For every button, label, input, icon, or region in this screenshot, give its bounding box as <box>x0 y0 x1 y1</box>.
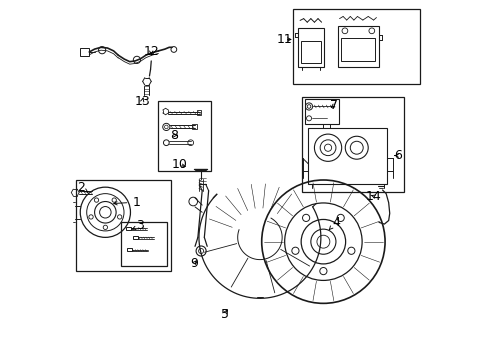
Bar <box>304 99 338 124</box>
Circle shape <box>103 225 107 229</box>
Bar <box>341 38 375 61</box>
Text: 1: 1 <box>114 196 140 209</box>
Text: 3: 3 <box>132 219 144 233</box>
Circle shape <box>347 247 354 255</box>
Bar <box>76 180 171 271</box>
Text: 4: 4 <box>328 216 339 230</box>
Text: 12: 12 <box>143 45 159 58</box>
Circle shape <box>336 214 344 221</box>
Text: 5: 5 <box>220 308 228 321</box>
Circle shape <box>112 198 116 202</box>
Circle shape <box>94 198 99 202</box>
Text: 8: 8 <box>170 129 178 142</box>
Bar <box>337 26 378 67</box>
Text: 2: 2 <box>77 181 88 194</box>
Text: 10: 10 <box>171 158 187 171</box>
Text: 6: 6 <box>393 149 401 162</box>
Bar <box>126 226 131 230</box>
Circle shape <box>117 215 122 219</box>
Bar <box>308 128 386 184</box>
Bar <box>301 41 321 63</box>
Text: 7: 7 <box>329 99 338 112</box>
Bar <box>192 125 197 130</box>
Circle shape <box>291 247 298 255</box>
Bar <box>158 101 210 171</box>
Text: 11: 11 <box>276 33 292 46</box>
Text: 14: 14 <box>365 190 381 203</box>
Bar <box>196 111 201 115</box>
Text: 13: 13 <box>134 95 150 108</box>
Bar <box>80 48 89 55</box>
Bar <box>121 222 166 266</box>
Bar <box>301 97 403 192</box>
Circle shape <box>302 214 309 221</box>
Text: 9: 9 <box>190 257 198 270</box>
Circle shape <box>319 267 326 275</box>
Bar <box>132 235 137 239</box>
Circle shape <box>89 215 93 219</box>
Bar <box>298 28 324 67</box>
Bar <box>126 248 132 251</box>
Bar <box>292 9 419 84</box>
